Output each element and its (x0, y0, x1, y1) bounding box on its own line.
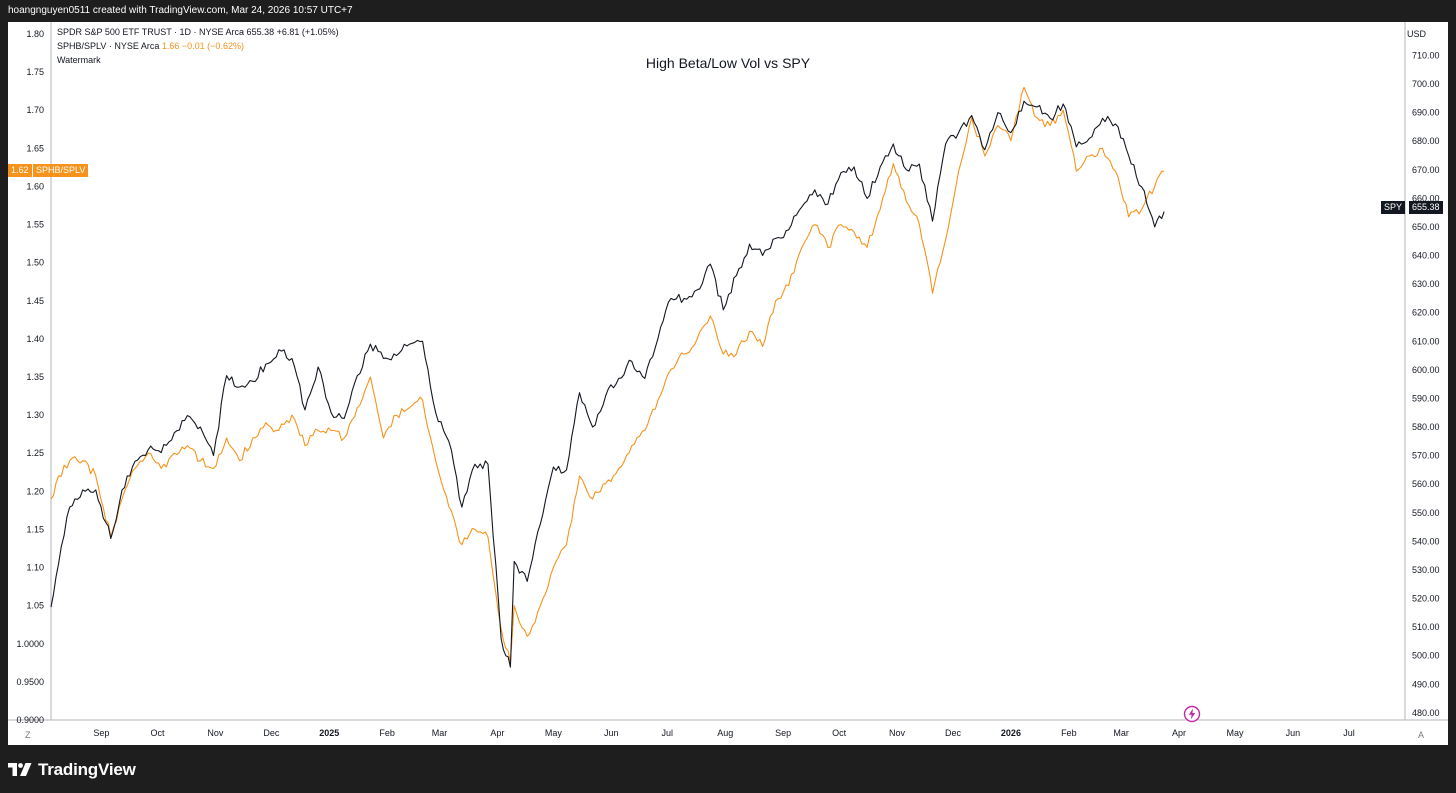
time-axis-tick-label: 2025 (319, 728, 339, 738)
series-line-spy[interactable] (50, 100, 1165, 668)
left-axis-tick-label: 1.65 (26, 143, 44, 153)
time-axis-tick-label: Aug (717, 728, 733, 738)
lightning-icon[interactable] (1183, 705, 1201, 723)
right-axis-tick-label: 660.00 (1412, 193, 1440, 203)
left-axis-tick-label: 1.30 (26, 410, 44, 420)
right-axis-tick-label: 490.00 (1412, 679, 1440, 689)
right-axis-tick-label: 500.00 (1412, 651, 1440, 661)
time-axis-tick-label: Jun (604, 728, 619, 738)
left-axis-tick-label: 1.15 (26, 524, 44, 534)
left-axis-tick-label: 1.80 (26, 29, 44, 39)
chart-canvas[interactable]: 1.80 1.75 1.70 1.65 1.60 1.55 1.50 1.45 1.40 1.35… (8, 22, 1448, 745)
time-axis-tick-label: Nov (207, 728, 224, 738)
chart-panel[interactable]: 1.80 1.75 1.70 1.65 1.60 1.55 1.50 1.45 1.40 1.35… (8, 22, 1448, 745)
legend-ratio[interactable]: SPHB/SPLV · NYSE Arca 1.66 −0.01 (−0.62%… (57, 41, 244, 51)
time-axis-tick-label: Dec (945, 728, 962, 738)
left-axis-tick-label: 1.75 (26, 67, 44, 77)
left-axis-tick-label: 1.25 (26, 448, 44, 458)
right-axis-tick-label: 670.00 (1412, 165, 1440, 175)
time-axis-tick-label: Oct (832, 728, 847, 738)
time-axis-tick-label: Mar (432, 728, 448, 738)
right-axis-tick-label: 570.00 (1412, 451, 1440, 461)
left-axis-tick-label: 1.0000 (16, 639, 44, 649)
right-axis-tick-label: 630.00 (1412, 279, 1440, 289)
left-axis-tick-label: 0.9000 (16, 715, 44, 725)
legend-ratio-values: 1.66 −0.01 (−0.62%) (161, 41, 244, 51)
right-axis-tick-label: 700.00 (1412, 79, 1440, 89)
legend-spy[interactable]: SPDR S&P 500 ETF TRUST · 1D · NYSE Arca … (57, 27, 339, 37)
left-axis-tick-label: 1.35 (26, 372, 44, 382)
time-axis-tick-label: Feb (379, 728, 395, 738)
left-axis-tick-label: 0.9500 (16, 677, 44, 687)
time-axis-tick-label: Sep (93, 728, 109, 738)
footer-brand[interactable]: TradingView (8, 759, 136, 781)
left-axis-tick-label: 1.50 (26, 258, 44, 268)
right-axis-tick-label: 680.00 (1412, 136, 1440, 146)
series-line-sphb-splv[interactable] (50, 86, 1165, 664)
left-axis-tick-label: 1.55 (26, 220, 44, 230)
header-bar: hoangnguyen0511 created with TradingView… (0, 0, 1456, 22)
right-axis-tick-label: 560.00 (1412, 479, 1440, 489)
left-axis-tick-label: 1.40 (26, 334, 44, 344)
right-axis-tick-label: 690.00 (1412, 108, 1440, 118)
time-axis-tick-label: 2026 (1001, 728, 1021, 738)
time-axis-tick-label: Oct (150, 728, 165, 738)
left-axis-tick-label: 1.05 (26, 601, 44, 611)
time-axis-tick-label: Jul (662, 728, 674, 738)
time-axis-tick-label: May (1227, 728, 1245, 738)
legend-ratio-name: SPHB/SPLV · NYSE Arca (57, 41, 160, 51)
right-axis-tick-label: 510.00 (1412, 622, 1440, 632)
time-axis-tick-label: Apr (1172, 728, 1186, 738)
left-axis-tick-label: 1.70 (26, 105, 44, 115)
right-axis-tick-label: 620.00 (1412, 308, 1440, 318)
left-axis-tick-label: 1.45 (26, 296, 44, 306)
left-axis-tick-label: 1.20 (26, 486, 44, 496)
legend-watermark[interactable]: Watermark (57, 55, 101, 65)
left-series-tag: SPHB/SPLV (33, 164, 89, 177)
right-axis-tick-label: 480.00 (1412, 708, 1440, 718)
right-axis-tick-label: 600.00 (1412, 365, 1440, 375)
time-axis-tick-label: Jun (1286, 728, 1301, 738)
time-axis-tick-label: May (545, 728, 563, 738)
right-axis-tick-label: 520.00 (1412, 594, 1440, 604)
time-axis-tick-label: Nov (889, 728, 906, 738)
time-axis-tick-label: Sep (775, 728, 791, 738)
right-axis-tick-label: 530.00 (1412, 565, 1440, 575)
auto-scale-button[interactable]: A (1418, 730, 1425, 740)
time-axis-tick-label: Apr (490, 728, 504, 738)
right-price-tag: 655.38 (1409, 201, 1443, 214)
right-axis-tick-label: 540.00 (1412, 536, 1440, 546)
right-series-tag: SPY (1381, 201, 1406, 214)
chart-title: High Beta/Low Vol vs SPY (645, 55, 811, 71)
right-axis-tick-label: 710.00 (1412, 50, 1440, 60)
right-axis-tick-label: 580.00 (1412, 422, 1440, 432)
right-axis-tick-label: 650.00 (1412, 222, 1440, 232)
time-axis-tick-label: Jul (1343, 728, 1355, 738)
left-axis-tick-label: 1.60 (26, 181, 44, 191)
time-axis-tick-label: Dec (263, 728, 280, 738)
currency-label[interactable]: USD (1407, 29, 1427, 39)
right-axis-tick-label: 640.00 (1412, 251, 1440, 261)
time-axis-tick-label: Mar (1113, 728, 1129, 738)
right-axis-tick-label: 590.00 (1412, 393, 1440, 403)
zoom-corner-button[interactable]: Z (25, 730, 31, 740)
right-axis-tick-label: 610.00 (1412, 336, 1440, 346)
left-axis-tick-label: 1.10 (26, 563, 44, 573)
left-price-tag: 1.62 (8, 164, 32, 177)
footer-brand-name: TradingView (38, 760, 136, 779)
time-axis-tick-label: Feb (1061, 728, 1077, 738)
tradingview-logo-icon (8, 763, 32, 776)
header-caption: hoangnguyen0511 created with TradingView… (8, 5, 353, 16)
right-axis-tick-label: 550.00 (1412, 508, 1440, 518)
